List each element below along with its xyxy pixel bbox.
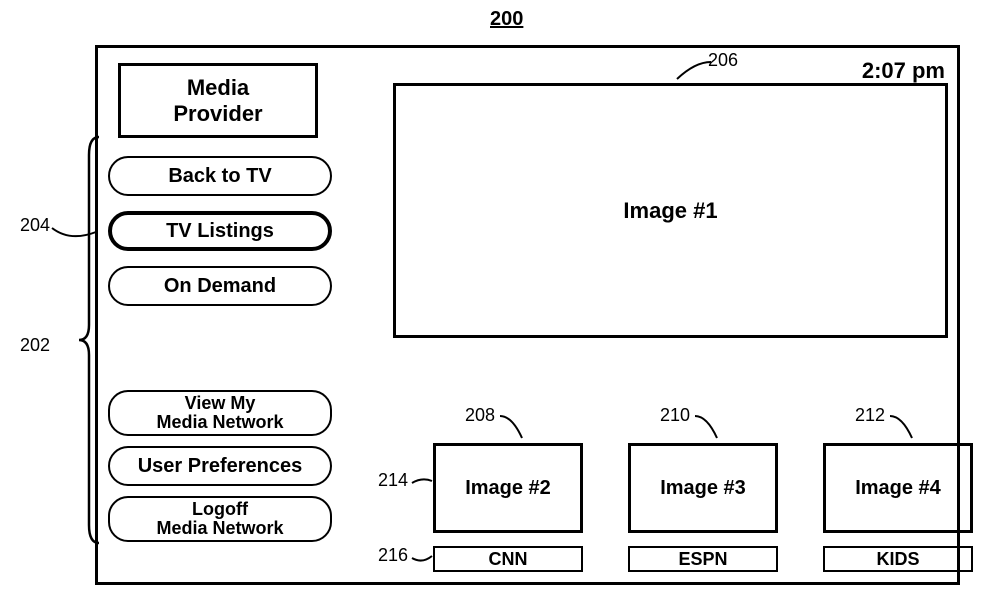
leader-206 bbox=[675, 60, 750, 82]
channel-text: ESPN bbox=[678, 549, 727, 570]
menu-on-demand[interactable]: On Demand bbox=[108, 266, 332, 306]
leader-204 bbox=[50, 222, 98, 242]
main-preview-image[interactable]: Image #1 bbox=[393, 83, 948, 338]
clock: 2:07 pm bbox=[862, 58, 945, 84]
menu-logoff-network[interactable]: LogoffMedia Network bbox=[108, 496, 332, 542]
menu-label: Back to TV bbox=[168, 166, 271, 187]
menu-group-brace bbox=[75, 135, 103, 545]
thumb-2[interactable]: Image #2 bbox=[433, 443, 583, 533]
channel-label-2[interactable]: ESPN bbox=[628, 546, 778, 572]
provider-label: MediaProvider bbox=[173, 75, 262, 126]
menu-label: LogoffMedia Network bbox=[156, 500, 283, 538]
menu-label: TV Listings bbox=[166, 221, 274, 242]
leader-214 bbox=[410, 475, 434, 491]
ref-216: 216 bbox=[378, 545, 408, 566]
channel-text: KIDS bbox=[876, 549, 919, 570]
screen-panel: 2:07 pm MediaProvider Back to TV TV List… bbox=[95, 45, 960, 585]
thumb-label: Image #2 bbox=[465, 477, 551, 500]
figure-number: 200 bbox=[490, 8, 523, 31]
channel-text: CNN bbox=[489, 549, 528, 570]
leader-210 bbox=[693, 414, 719, 440]
leader-212 bbox=[888, 414, 914, 440]
ref-208: 208 bbox=[465, 405, 495, 426]
menu-label: View MyMedia Network bbox=[156, 394, 283, 432]
provider-logo: MediaProvider bbox=[118, 63, 318, 138]
ref-202: 202 bbox=[20, 335, 50, 356]
ref-204: 204 bbox=[20, 215, 50, 236]
menu-back-to-tv[interactable]: Back to TV bbox=[108, 156, 332, 196]
leader-208 bbox=[498, 414, 524, 440]
thumb-label: Image #4 bbox=[855, 477, 941, 500]
menu-label: User Preferences bbox=[138, 456, 303, 477]
thumb-3[interactable]: Image #3 bbox=[628, 443, 778, 533]
thumb-4[interactable]: Image #4 bbox=[823, 443, 973, 533]
channel-label-1[interactable]: CNN bbox=[433, 546, 583, 572]
ref-212: 212 bbox=[855, 405, 885, 426]
thumb-label: Image #3 bbox=[660, 477, 746, 500]
ref-214: 214 bbox=[378, 470, 408, 491]
main-image-label: Image #1 bbox=[623, 198, 717, 224]
menu-tv-listings[interactable]: TV Listings bbox=[108, 211, 332, 251]
ref-210: 210 bbox=[660, 405, 690, 426]
leader-216 bbox=[410, 550, 434, 566]
menu-user-preferences[interactable]: User Preferences bbox=[108, 446, 332, 486]
menu-view-my-network[interactable]: View MyMedia Network bbox=[108, 390, 332, 436]
menu-label: On Demand bbox=[164, 276, 276, 297]
channel-label-3[interactable]: KIDS bbox=[823, 546, 973, 572]
